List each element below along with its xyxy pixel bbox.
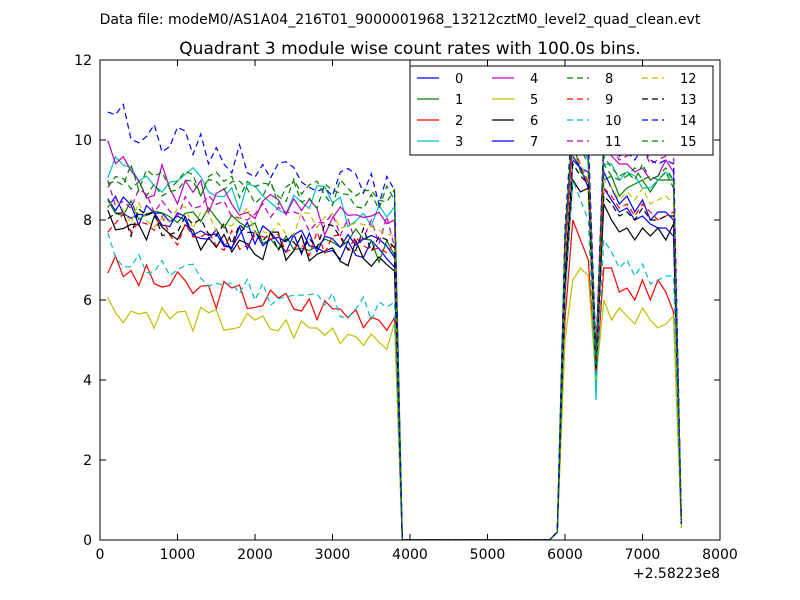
legend-item-13: 13 (642, 93, 697, 108)
legend-item-2: 2 (417, 114, 463, 129)
series-line-8 (107, 127, 682, 540)
x-tick-label: 0 (96, 547, 105, 563)
legend-label: 0 (455, 72, 463, 87)
legend-item-10: 10 (567, 114, 622, 129)
series-line-12 (107, 154, 682, 540)
x-offset-label: +2.58223e8 (633, 566, 720, 582)
legend-item-15: 15 (642, 135, 697, 150)
plot-area: 0 1000 2000 3000 4000 5000 6000 7000 80000246810… (74, 53, 738, 563)
x-tick-label: 7000 (625, 547, 661, 563)
legend-label: 10 (605, 114, 622, 129)
y-tick-label: 4 (83, 373, 92, 389)
legend-label: 8 (605, 72, 613, 87)
legend-frame (409, 65, 714, 156)
y-tick-label: 2 (83, 453, 92, 469)
legend-label: 14 (680, 114, 697, 129)
legend-item-7: 7 (492, 135, 538, 150)
legend-label: 5 (530, 93, 538, 108)
figure-suptitle: Data file: modeM0/AS1A04_216T01_90000019… (100, 12, 701, 28)
y-tick-label: 10 (74, 133, 92, 149)
x-tick-label: 8000 (702, 547, 738, 563)
legend-item-5: 5 (492, 93, 538, 108)
chart-title: Quadrant 3 module wise count rates with … (179, 39, 640, 59)
series-layer (107, 103, 682, 540)
y-tick-label: 0 (83, 533, 92, 549)
legend-item-11: 11 (567, 135, 622, 150)
series-line-7 (107, 154, 682, 540)
x-tick-label: 6000 (547, 547, 583, 563)
legend-label: 7 (530, 135, 538, 150)
y-tick-label: 6 (83, 293, 92, 309)
legend-label: 2 (455, 114, 463, 129)
series-line-6 (107, 178, 682, 540)
legend-item-14: 14 (642, 114, 697, 129)
legend-item-0: 0 (417, 72, 463, 87)
legend-label: 4 (530, 72, 538, 87)
legend-item-6: 6 (492, 114, 538, 129)
x-tick-label: 5000 (470, 547, 506, 563)
legend-label: 6 (530, 114, 538, 129)
series-line-10 (107, 179, 682, 540)
legend-label: 12 (680, 72, 697, 87)
series-line-5 (107, 267, 682, 540)
legend-item-3: 3 (417, 135, 463, 150)
legend-item-9: 9 (567, 93, 613, 108)
y-tick-label: 8 (83, 213, 92, 229)
x-tick-label: 3000 (315, 547, 351, 563)
series-line-15 (107, 121, 682, 540)
y-tick-label: 12 (74, 53, 92, 69)
legend-label: 9 (605, 93, 613, 108)
legend-label: 11 (605, 135, 622, 150)
legend-label: 1 (455, 93, 463, 108)
legend-item-8: 8 (567, 72, 613, 87)
x-tick-label: 1000 (160, 547, 196, 563)
legend-item-1: 1 (417, 93, 463, 108)
series-line-2 (107, 219, 682, 540)
x-tick-label: 4000 (392, 547, 428, 563)
ticks-layer: 0 1000 2000 3000 4000 5000 6000 7000 80000246810… (74, 53, 738, 563)
series-line-13 (107, 162, 682, 540)
series-line-9 (107, 145, 682, 540)
legend-label: 13 (680, 93, 697, 108)
series-line-3 (107, 115, 682, 540)
legend-item-12: 12 (642, 72, 697, 87)
legend-label: 3 (455, 135, 463, 150)
series-line-1 (107, 139, 682, 540)
legend-item-4: 4 (492, 72, 538, 87)
x-tick-label: 2000 (237, 547, 273, 563)
legend-label: 15 (680, 135, 697, 150)
